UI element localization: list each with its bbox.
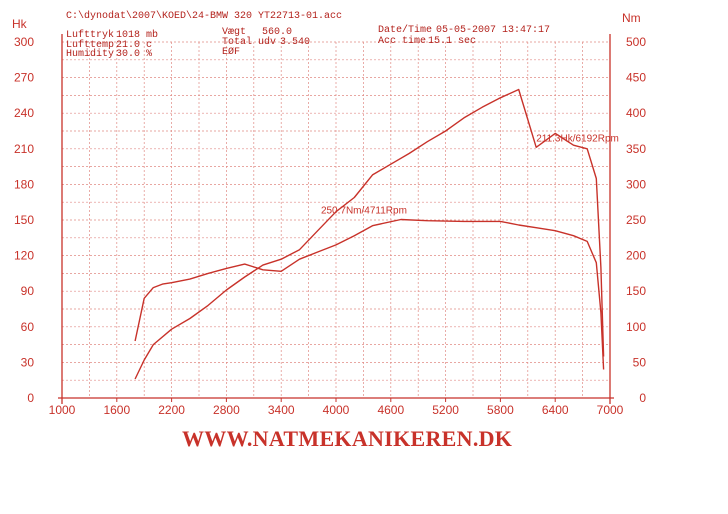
x-tick-label: 1000 — [49, 403, 76, 417]
x-tick-label: 5800 — [487, 403, 514, 417]
y-left-tick-label: 300 — [14, 35, 34, 49]
humidity-value: 30.0 % — [116, 49, 153, 60]
y-left-tick-label: 150 — [14, 213, 34, 227]
chart-grid — [61, 41, 611, 399]
left-axis-unit: Hk — [12, 17, 28, 31]
chart-tick-labels: 1000 1600 2200 2800 3400 4000 4600 5200 5800 6400… — [14, 35, 646, 417]
y-right-tick-label: 0 — [639, 391, 646, 405]
y-right-tick-label: 300 — [626, 177, 646, 191]
x-tick-label: 2800 — [213, 403, 240, 417]
lufttryk-label: Lufttryk — [66, 30, 115, 41]
y-left-tick-label: 270 — [14, 71, 34, 85]
y-right-tick-label: 500 — [626, 35, 646, 49]
total-value: 3.540 — [280, 37, 311, 48]
annotation-label: 211.3Hk/6192Rpm — [536, 133, 619, 144]
x-tick-label: 7000 — [597, 403, 624, 417]
x-tick-label: 2200 — [158, 403, 185, 417]
x-tick-label: 5200 — [432, 403, 459, 417]
y-left-tick-label: 90 — [21, 284, 35, 298]
y-right-tick-label: 50 — [633, 355, 647, 369]
y-left-tick-label: 60 — [21, 320, 35, 334]
y-right-tick-label: 150 — [626, 284, 646, 298]
lufttemp-value: 21.0 c — [116, 40, 153, 51]
y-left-tick-label: 120 — [14, 249, 34, 263]
y-left-tick-label: 240 — [14, 106, 34, 120]
datetime-value: 05-05-2007 13:47:17 — [436, 25, 551, 36]
file-path: C:\dynodat\2007\KOED\24-BMW 320 YT22713-… — [66, 11, 343, 22]
x-tick-label: 6400 — [542, 403, 569, 417]
lufttemp-label: Lufttemp — [66, 40, 115, 51]
y-right-tick-label: 350 — [626, 142, 646, 156]
chart-axes — [58, 34, 614, 404]
mode-label: EØF — [222, 47, 241, 58]
y-left-tick-label: 0 — [27, 391, 34, 405]
datetime-label: Date/Time — [378, 25, 433, 36]
vaegt-label: Vægt — [222, 27, 247, 38]
acc-time-label: Acc time — [378, 36, 427, 47]
y-right-tick-label: 100 — [626, 320, 646, 334]
chart-annotations: 211.3Hk/6192Rpm 250.7Nm/4711Rpm — [321, 133, 619, 216]
humidity-label: Humidity — [66, 49, 115, 60]
vaegt-value: 560.0 — [262, 27, 293, 38]
annotation-label: 250.7Nm/4711Rpm — [321, 206, 407, 217]
y-right-tick-label: 400 — [626, 106, 646, 120]
y-left-tick-label: 210 — [14, 142, 34, 156]
series-line-hk — [134, 88, 605, 380]
series-line-nm — [134, 218, 605, 370]
y-left-tick-label: 30 — [21, 355, 35, 369]
right-axis-unit: Nm — [622, 11, 641, 25]
lufttryk-value: 1018 mb — [116, 30, 159, 41]
y-right-tick-label: 250 — [626, 213, 646, 227]
x-tick-label: 4000 — [323, 403, 350, 417]
x-tick-label: 3400 — [268, 403, 295, 417]
y-right-tick-label: 450 — [626, 71, 646, 85]
x-tick-label: 4600 — [377, 403, 404, 417]
total-label: Total udv — [222, 37, 277, 48]
y-right-tick-label: 200 — [626, 249, 646, 263]
footer-url: WWW.NATMEKANIKEREN.DK — [182, 426, 513, 451]
y-left-tick-label: 180 — [14, 177, 34, 191]
x-tick-label: 1600 — [103, 403, 130, 417]
acc-time-value: 15.1 sec — [428, 36, 477, 47]
chart-series — [134, 88, 605, 380]
